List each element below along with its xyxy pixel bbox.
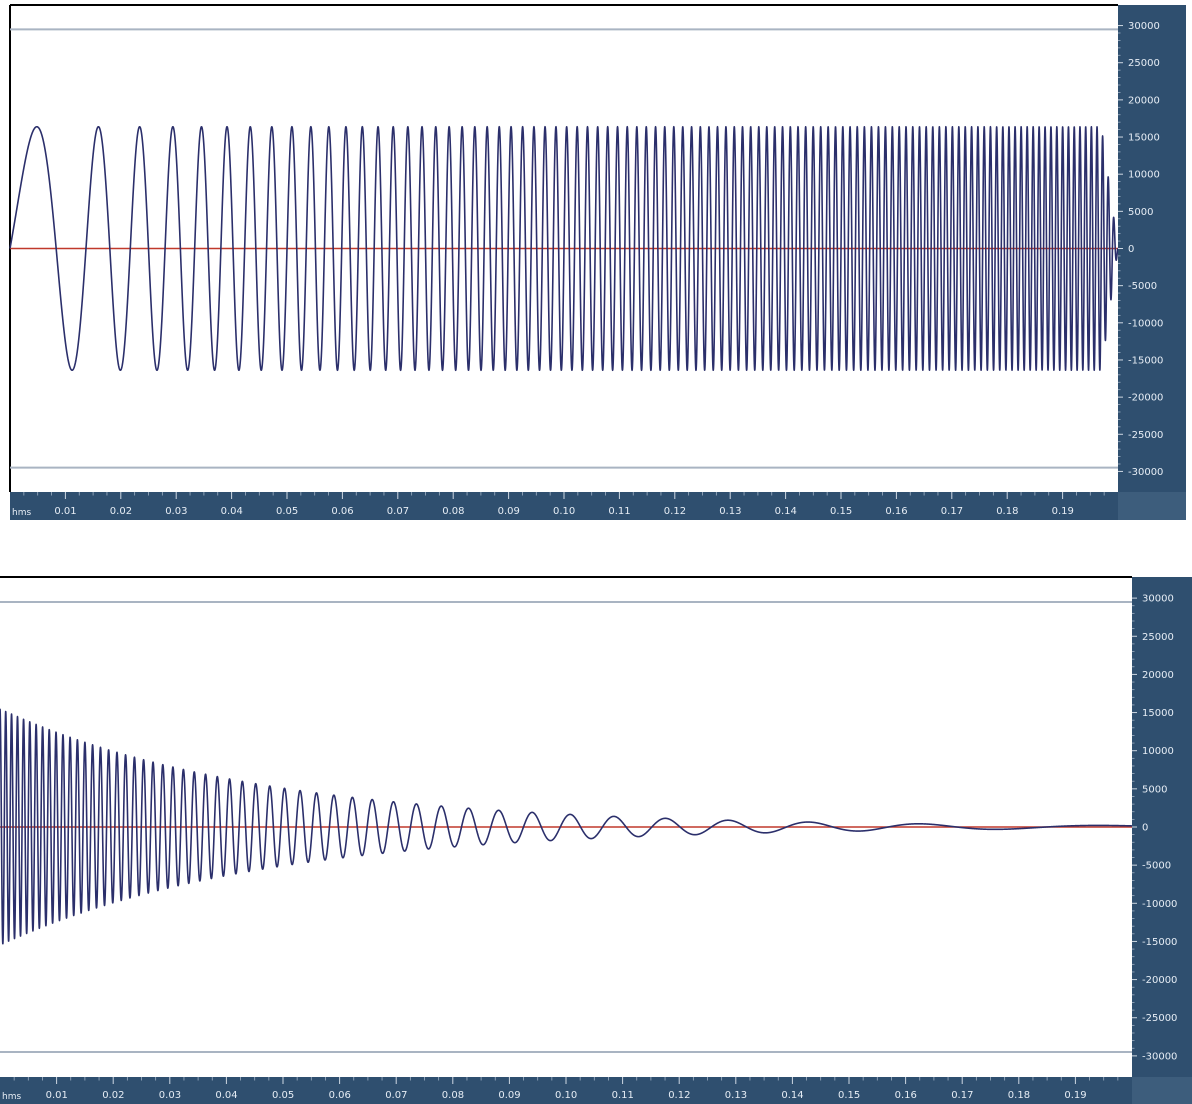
x-tick-label: 0.01 bbox=[54, 506, 76, 517]
x-tick-label: 0.04 bbox=[221, 506, 243, 517]
x-tick-label: 0.09 bbox=[498, 506, 520, 517]
x-tick-label: 0.05 bbox=[276, 506, 298, 517]
ruler-corner bbox=[1132, 1077, 1192, 1104]
x-tick-label: 0.11 bbox=[608, 506, 630, 517]
y-tick-label: -25000 bbox=[1142, 1013, 1177, 1024]
y-tick-label: -30000 bbox=[1128, 467, 1163, 478]
x-tick-label: 0.09 bbox=[498, 1090, 520, 1101]
y-tick-label: -30000 bbox=[1142, 1051, 1177, 1062]
y-tick-label: 10000 bbox=[1128, 170, 1160, 181]
y-tick-label: 10000 bbox=[1142, 746, 1174, 757]
x-tick-label: 0.15 bbox=[838, 1090, 860, 1101]
x-tick-label: 0.06 bbox=[329, 1090, 351, 1101]
x-tick-label: 0.02 bbox=[102, 1090, 124, 1101]
x-tick-label: 0.01 bbox=[46, 1090, 68, 1101]
y-tick-label: -20000 bbox=[1142, 975, 1177, 986]
time-unit-label: hms bbox=[12, 508, 31, 518]
x-tick-label: 0.12 bbox=[668, 1090, 690, 1101]
x-tick-label: 0.17 bbox=[941, 506, 963, 517]
x-tick-label: 0.08 bbox=[442, 506, 464, 517]
x-tick-label: 0.15 bbox=[830, 506, 852, 517]
waveform-panel-top: 30000 25000 20000 15000 10000 5000 0 -5000 -1000… bbox=[0, 0, 1192, 525]
ruler-corner bbox=[1118, 492, 1186, 520]
y-tick-label: -15000 bbox=[1142, 937, 1177, 948]
y-tick-label: 0 bbox=[1142, 822, 1148, 833]
x-tick-label: 0.12 bbox=[664, 506, 686, 517]
x-tick-label: 0.05 bbox=[272, 1090, 294, 1101]
y-tick-label: 20000 bbox=[1142, 670, 1174, 681]
x-tick-label: 0.14 bbox=[775, 506, 797, 517]
x-tick-label: 0.19 bbox=[1052, 506, 1074, 517]
y-tick-label: 15000 bbox=[1142, 708, 1174, 719]
x-tick-label: 0.13 bbox=[725, 1090, 747, 1101]
y-tick-label: -20000 bbox=[1128, 393, 1163, 404]
x-tick-label: 0.08 bbox=[442, 1090, 464, 1101]
x-tick-label: 0.16 bbox=[895, 1090, 917, 1101]
x-tick-label: 0.11 bbox=[612, 1090, 634, 1101]
y-tick-label: 25000 bbox=[1142, 632, 1174, 643]
y-tick-label: -25000 bbox=[1128, 430, 1163, 441]
y-tick-label: -10000 bbox=[1128, 318, 1163, 329]
x-tick-label: 0.18 bbox=[1008, 1090, 1030, 1101]
y-tick-label: -5000 bbox=[1142, 861, 1171, 872]
x-tick-label: 0.10 bbox=[553, 506, 575, 517]
x-tick-label: 0.03 bbox=[165, 506, 187, 517]
x-tick-label: 0.04 bbox=[215, 1090, 237, 1101]
y-tick-label: 5000 bbox=[1128, 207, 1153, 218]
x-tick-label: 0.07 bbox=[385, 1090, 407, 1101]
time-unit-label: hms bbox=[2, 1092, 21, 1102]
y-tick-label: 20000 bbox=[1128, 95, 1160, 106]
y-tick-label: 0 bbox=[1128, 244, 1134, 255]
x-tick-label: 0.13 bbox=[719, 506, 741, 517]
y-tick-label: -10000 bbox=[1142, 899, 1177, 910]
x-tick-label: 0.07 bbox=[387, 506, 409, 517]
x-tick-label: 0.19 bbox=[1064, 1090, 1086, 1101]
x-tick-label: 0.06 bbox=[331, 506, 353, 517]
x-tick-label: 0.14 bbox=[781, 1090, 803, 1101]
y-tick-label: 30000 bbox=[1142, 594, 1174, 605]
amplitude-ruler bbox=[1132, 577, 1192, 1077]
y-tick-label: 5000 bbox=[1142, 784, 1167, 795]
y-tick-label: -15000 bbox=[1128, 355, 1163, 366]
x-tick-label: 0.03 bbox=[159, 1090, 181, 1101]
x-tick-label: 0.16 bbox=[885, 506, 907, 517]
x-tick-label: 0.02 bbox=[110, 506, 132, 517]
y-tick-label: -5000 bbox=[1128, 281, 1157, 292]
y-tick-label: 25000 bbox=[1128, 58, 1160, 69]
y-tick-label: 30000 bbox=[1128, 21, 1160, 32]
x-tick-label: 0.18 bbox=[996, 506, 1018, 517]
waveform-panel-bottom: 30000 25000 20000 15000 10000 5000 0 -5000 -1000… bbox=[0, 575, 1192, 1104]
x-tick-label: 0.17 bbox=[951, 1090, 973, 1101]
x-tick-label: 0.10 bbox=[555, 1090, 577, 1101]
y-tick-label: 15000 bbox=[1128, 133, 1160, 144]
